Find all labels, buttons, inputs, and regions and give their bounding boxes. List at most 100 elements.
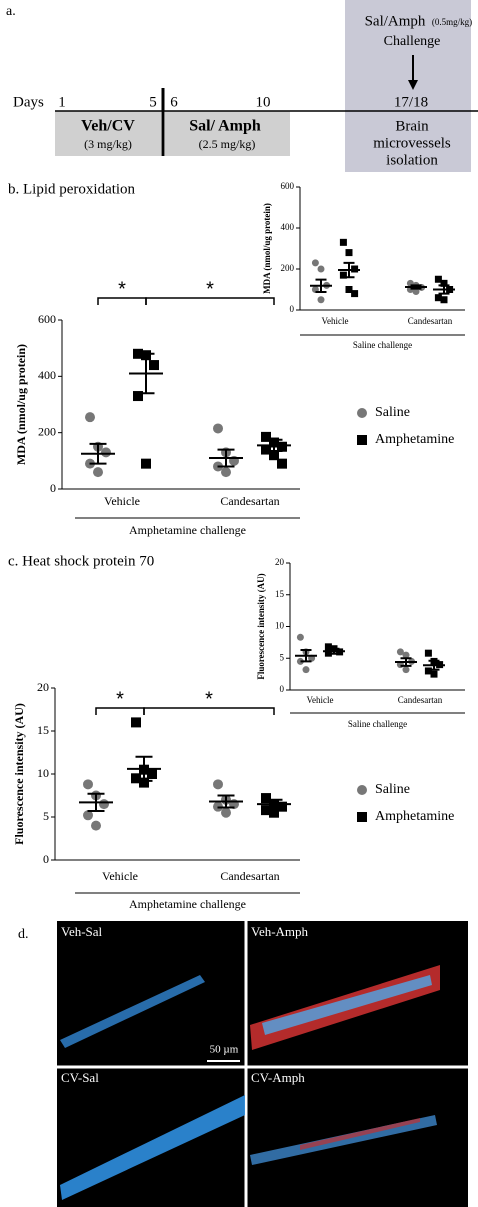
- x-tick-label: Candesartan: [220, 494, 279, 508]
- image-label: CV-Amph: [251, 1070, 305, 1085]
- significance-label: *: [116, 688, 124, 710]
- data-point: [317, 296, 325, 304]
- challenge-box: [345, 0, 471, 172]
- x-tick-label: Vehicle: [307, 695, 334, 705]
- phase-name: Veh/CV: [81, 118, 135, 135]
- error-bar: [300, 648, 312, 663]
- vessel: [60, 975, 205, 1048]
- legend-marker: [357, 785, 367, 795]
- image-label: CV-Sal: [61, 1070, 99, 1085]
- data-point: [149, 360, 159, 371]
- vessel: [60, 1095, 245, 1200]
- y-tick-label: 400: [281, 222, 295, 232]
- error-bar: [265, 798, 283, 810]
- data-point: [317, 265, 325, 273]
- phase-dose: (2.5 mg/kg): [199, 137, 256, 151]
- legend-label: Saline: [375, 405, 410, 420]
- outcome: isolation: [386, 152, 438, 168]
- y-tick-label: 600: [38, 312, 56, 326]
- x-axis-label: Saline challenge: [348, 719, 407, 729]
- image-label: Veh-Amph: [251, 924, 309, 939]
- challenge-name: Sal/Amph: [365, 13, 426, 29]
- scale-label: 50 µm: [210, 1044, 239, 1056]
- data-point: [261, 805, 271, 816]
- day: 1: [58, 94, 66, 110]
- challenge-dose: (0.5mg/kg): [432, 17, 472, 27]
- legend-label: Saline: [375, 782, 410, 797]
- data-point: [351, 290, 359, 298]
- phase-box: [55, 111, 161, 156]
- error-bar: [265, 438, 283, 452]
- data-point: [269, 807, 279, 818]
- data-point: [324, 643, 332, 651]
- data-point: [345, 286, 353, 293]
- y-tick-label: 0: [50, 481, 56, 495]
- y-tick-label: 20: [275, 557, 285, 567]
- data-point: [131, 773, 141, 784]
- data-point: [311, 259, 319, 267]
- x-tick-label: Candesartan: [408, 316, 453, 326]
- error-bar: [410, 284, 422, 290]
- error-bar: [87, 792, 105, 812]
- vessel: [262, 975, 432, 1035]
- y-tick-label: 20: [37, 680, 49, 694]
- significance-bracket: [145, 297, 275, 305]
- days-label: Days: [13, 94, 44, 110]
- chart-title: c. Heat shock protein 70: [8, 553, 154, 569]
- day: 6: [170, 94, 178, 110]
- data-point: [133, 391, 143, 402]
- data-point: [277, 458, 287, 469]
- data-point: [269, 450, 279, 461]
- data-point: [396, 648, 404, 656]
- x-axis-label: Saline challenge: [353, 340, 412, 350]
- y-tick-label: 600: [281, 181, 295, 191]
- data-point: [412, 288, 420, 296]
- outcome: Brain: [395, 118, 429, 134]
- x-tick-label: Candesartan: [220, 869, 279, 883]
- outcome: microvessels: [373, 135, 451, 151]
- arrow-head: [408, 80, 418, 90]
- data-point: [434, 275, 442, 283]
- data-point: [261, 793, 271, 804]
- y-axis-label: Fluorescence intensity (AU): [256, 573, 266, 679]
- y-tick-label: 0: [290, 304, 295, 314]
- x-axis-label: Amphetamine challenge: [129, 897, 246, 911]
- day: 17/18: [394, 94, 428, 110]
- chart-title: b. Lipid peroxidation: [8, 181, 136, 197]
- legend-label: Amphetamine: [375, 432, 454, 447]
- y-axis-label: Fluorescence intensity (AU): [12, 703, 26, 845]
- data-point: [83, 810, 93, 821]
- data-point: [213, 779, 223, 790]
- data-point: [302, 666, 310, 674]
- panel-label: d.: [18, 927, 29, 942]
- error-bar: [137, 352, 155, 395]
- error-bar: [328, 647, 340, 655]
- legend-marker: [357, 812, 367, 822]
- data-point: [221, 807, 231, 818]
- data-point: [339, 238, 347, 246]
- data-point: [213, 423, 223, 434]
- phase-dose: (3 mg/kg): [84, 137, 132, 151]
- data-point: [440, 296, 448, 304]
- data-point: [324, 649, 332, 657]
- data-point: [221, 467, 231, 478]
- y-tick-label: 5: [43, 809, 49, 823]
- data-point: [101, 447, 111, 458]
- data-point: [139, 777, 149, 788]
- data-point: [141, 458, 151, 469]
- error-bar: [438, 284, 450, 295]
- error-bar: [428, 659, 440, 671]
- y-tick-label: 400: [38, 368, 56, 382]
- x-axis-label: Amphetamine challenge: [129, 523, 246, 537]
- data-point: [93, 467, 103, 478]
- data-point: [277, 801, 287, 812]
- y-tick-label: 200: [38, 424, 56, 438]
- y-tick-label: 10: [37, 766, 49, 780]
- data-point: [261, 444, 271, 455]
- data-point: [131, 717, 141, 728]
- day: 5: [149, 94, 157, 110]
- data-point: [351, 265, 359, 273]
- challenge-label: Challenge: [384, 34, 441, 49]
